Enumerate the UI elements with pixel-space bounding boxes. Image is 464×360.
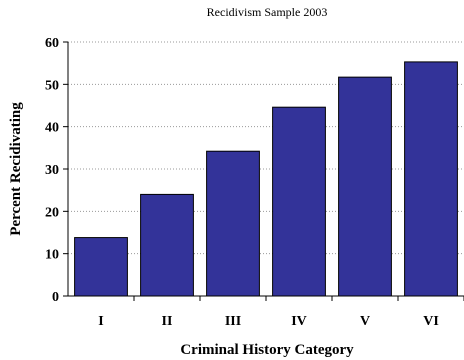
y-tick-label-20: 20 (45, 205, 59, 220)
bar-I (74, 237, 128, 297)
x-tick-label-VI: VI (423, 314, 439, 329)
bar-II (140, 193, 194, 297)
y-tick-label-50: 50 (45, 78, 59, 93)
x-tick-label-II: II (162, 314, 173, 329)
y-tick-label-40: 40 (45, 121, 59, 136)
x-tick-label-V: V (360, 314, 370, 329)
x-tick-label-IV: IV (291, 314, 307, 329)
axes (63, 41, 464, 301)
y-tick-label-10: 10 (45, 248, 59, 263)
chart-title: Recidivism Sample 2003 (207, 5, 328, 19)
y-tick-label-0: 0 (52, 290, 59, 305)
y-axis-label: Percent Recidivating (8, 102, 24, 236)
x-tick-label-III: III (225, 314, 241, 329)
gridlines (68, 41, 464, 255)
x-tick-label-I: I (98, 314, 103, 329)
y-tick-label-60: 60 (45, 36, 59, 51)
x-axis-label: Criminal History Category (180, 342, 354, 358)
bars (74, 61, 458, 297)
y-tick-label-30: 30 (45, 163, 59, 178)
bar-III (206, 150, 260, 297)
bar-V (338, 76, 392, 297)
y-tick-labels: 0 10 20 30 40 50 60 (45, 36, 59, 305)
bar-VI (404, 61, 458, 297)
x-tick-labels: I II III IV V VI (98, 314, 439, 329)
bar-IV (272, 106, 326, 297)
